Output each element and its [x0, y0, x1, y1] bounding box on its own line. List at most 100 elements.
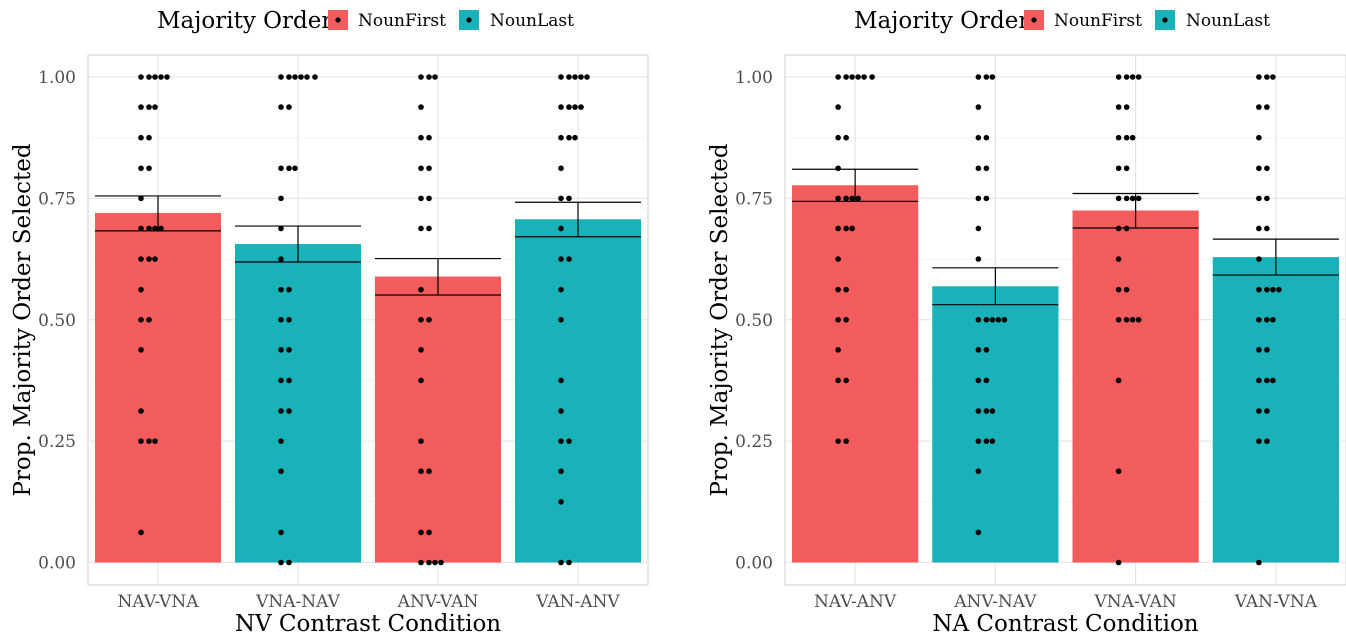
data-point	[975, 134, 982, 141]
data-point	[146, 134, 152, 141]
data-point	[983, 134, 990, 141]
data-point	[835, 286, 841, 293]
data-point	[418, 559, 424, 566]
legend-dot-icon	[1162, 17, 1168, 23]
data-point	[989, 74, 996, 80]
data-point	[1256, 195, 1262, 202]
chart-panel-na: 0.00 0.25 0.50 0.75 1.00 NAV-ANV ANV-NAV VNA-VA…	[707, 54, 1346, 634]
bar	[1212, 257, 1339, 563]
data-point	[304, 74, 310, 80]
data-point	[843, 438, 849, 444]
data-point	[835, 195, 841, 202]
data-point	[855, 74, 861, 80]
data-point	[138, 408, 144, 414]
data-point	[983, 74, 990, 80]
data-point	[843, 377, 849, 384]
data-point	[146, 256, 152, 262]
bar	[932, 286, 1059, 563]
data-point	[558, 559, 564, 566]
data-point	[286, 286, 292, 293]
data-point	[983, 316, 990, 323]
data-point	[566, 559, 572, 566]
data-point	[558, 286, 564, 293]
data-point	[1256, 408, 1262, 414]
data-point	[1115, 104, 1122, 110]
y-tick-label: 0.75	[735, 189, 773, 209]
data-point	[278, 316, 284, 323]
data-point	[146, 74, 152, 80]
data-point	[558, 74, 564, 80]
data-point	[1123, 316, 1130, 323]
data-point	[426, 225, 432, 232]
data-point	[286, 104, 292, 110]
data-point	[278, 438, 284, 444]
data-point	[835, 316, 841, 323]
data-point	[558, 104, 564, 110]
bar	[1072, 210, 1199, 563]
data-point	[1115, 316, 1122, 323]
data-point	[278, 408, 284, 414]
data-point	[312, 74, 318, 80]
data-point	[1115, 377, 1122, 384]
data-point	[286, 559, 292, 566]
data-point	[835, 104, 841, 110]
data-point	[975, 165, 982, 172]
legend-dot-icon	[466, 17, 472, 23]
data-point	[164, 74, 170, 80]
legend-title: Majority Order	[854, 8, 1029, 34]
data-point	[983, 347, 990, 353]
data-point	[426, 529, 432, 536]
data-point	[146, 104, 152, 110]
data-point	[558, 408, 564, 414]
data-point	[835, 74, 841, 80]
data-point	[869, 74, 875, 80]
data-point	[278, 195, 284, 202]
x-axis-title: NV Contrast Condition	[235, 611, 501, 634]
data-point	[138, 286, 144, 293]
data-point	[975, 408, 982, 414]
y-tick-label: 1.00	[38, 68, 76, 88]
data-point	[146, 225, 152, 232]
data-point	[983, 377, 990, 384]
data-point	[138, 195, 144, 202]
data-point	[138, 104, 144, 110]
data-point	[1264, 377, 1270, 384]
data-point	[558, 316, 564, 323]
data-point	[975, 529, 982, 536]
data-point	[1256, 74, 1262, 80]
data-point	[1256, 438, 1262, 444]
data-point	[975, 195, 982, 202]
data-point	[1256, 256, 1262, 262]
data-point	[1270, 286, 1276, 293]
data-point	[1123, 74, 1130, 80]
data-point	[1115, 256, 1122, 262]
legend-left: Majority Order NounFirst NounLast	[157, 8, 574, 34]
data-point	[566, 256, 572, 262]
data-point	[138, 347, 144, 353]
x-tick-label: VAN-VNA	[1234, 592, 1318, 612]
data-point	[138, 74, 144, 80]
data-point	[843, 74, 849, 80]
data-point	[278, 377, 284, 384]
data-point	[835, 438, 841, 444]
x-tick-label: NAV-VNA	[118, 592, 200, 612]
data-point	[558, 438, 564, 444]
data-point	[989, 408, 996, 414]
data-point	[418, 165, 424, 172]
data-point	[835, 225, 841, 232]
data-point	[1264, 195, 1270, 202]
data-point	[1256, 286, 1262, 293]
data-point	[1256, 377, 1262, 384]
data-point	[558, 468, 564, 475]
data-point	[835, 134, 841, 141]
data-point	[1123, 134, 1130, 141]
data-point	[1264, 74, 1270, 80]
data-point	[278, 256, 284, 262]
data-point	[1270, 377, 1276, 384]
data-point	[278, 74, 284, 80]
data-point	[432, 559, 438, 566]
data-point	[975, 256, 982, 262]
data-point	[1256, 316, 1262, 323]
data-point	[1276, 286, 1282, 293]
x-tick-label: VNA-VAN	[1094, 592, 1177, 612]
